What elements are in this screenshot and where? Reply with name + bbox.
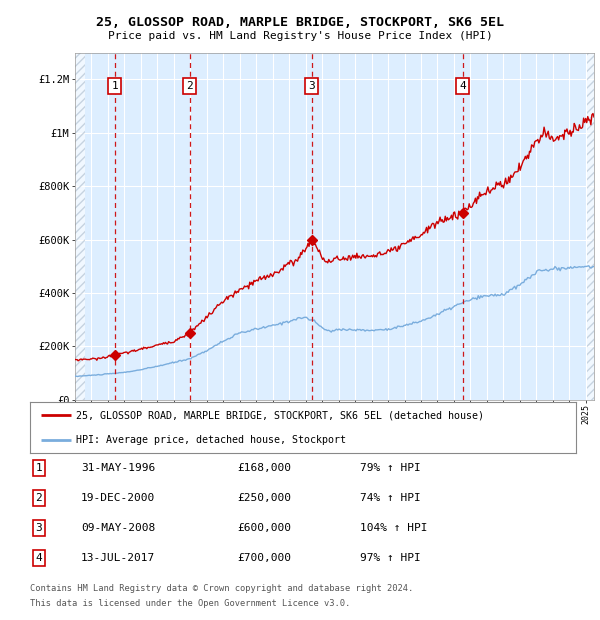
- Text: HPI: Average price, detached house, Stockport: HPI: Average price, detached house, Stoc…: [76, 435, 346, 445]
- Text: 3: 3: [308, 81, 315, 91]
- Text: 1: 1: [35, 463, 43, 473]
- Text: 09-MAY-2008: 09-MAY-2008: [81, 523, 155, 533]
- Text: 2: 2: [186, 81, 193, 91]
- Text: £600,000: £600,000: [237, 523, 291, 533]
- Text: Price paid vs. HM Land Registry's House Price Index (HPI): Price paid vs. HM Land Registry's House …: [107, 31, 493, 41]
- Text: 1: 1: [112, 81, 118, 91]
- Text: 4: 4: [460, 81, 466, 91]
- Text: 74% ↑ HPI: 74% ↑ HPI: [360, 493, 421, 503]
- Text: Contains HM Land Registry data © Crown copyright and database right 2024.: Contains HM Land Registry data © Crown c…: [30, 584, 413, 593]
- Text: 4: 4: [35, 553, 43, 563]
- Text: 31-MAY-1996: 31-MAY-1996: [81, 463, 155, 473]
- Text: 19-DEC-2000: 19-DEC-2000: [81, 493, 155, 503]
- Text: 2: 2: [35, 493, 43, 503]
- Text: 13-JUL-2017: 13-JUL-2017: [81, 553, 155, 563]
- Text: £250,000: £250,000: [237, 493, 291, 503]
- Text: 3: 3: [35, 523, 43, 533]
- Text: £700,000: £700,000: [237, 553, 291, 563]
- Text: 25, GLOSSOP ROAD, MARPLE BRIDGE, STOCKPORT, SK6 5EL (detached house): 25, GLOSSOP ROAD, MARPLE BRIDGE, STOCKPO…: [76, 410, 484, 420]
- Text: This data is licensed under the Open Government Licence v3.0.: This data is licensed under the Open Gov…: [30, 598, 350, 608]
- Text: 79% ↑ HPI: 79% ↑ HPI: [360, 463, 421, 473]
- Text: 97% ↑ HPI: 97% ↑ HPI: [360, 553, 421, 563]
- Text: 25, GLOSSOP ROAD, MARPLE BRIDGE, STOCKPORT, SK6 5EL: 25, GLOSSOP ROAD, MARPLE BRIDGE, STOCKPO…: [96, 16, 504, 29]
- Text: £168,000: £168,000: [237, 463, 291, 473]
- Text: 104% ↑ HPI: 104% ↑ HPI: [360, 523, 427, 533]
